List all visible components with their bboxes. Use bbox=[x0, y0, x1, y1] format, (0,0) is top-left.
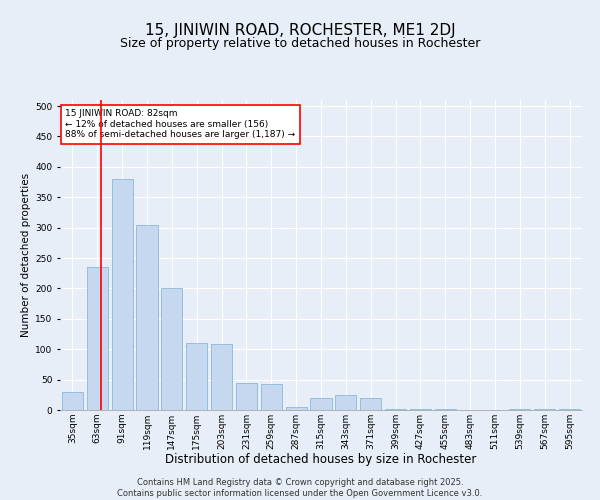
Bar bbox=[261, 384, 282, 410]
Bar bbox=[310, 398, 332, 410]
Bar bbox=[136, 224, 158, 410]
Bar bbox=[236, 382, 257, 410]
Bar bbox=[87, 267, 108, 410]
Bar bbox=[161, 288, 182, 410]
Y-axis label: Number of detached properties: Number of detached properties bbox=[21, 173, 31, 337]
Bar bbox=[385, 409, 406, 410]
Bar bbox=[360, 398, 381, 410]
Text: 15, JINIWIN ROAD, ROCHESTER, ME1 2DJ: 15, JINIWIN ROAD, ROCHESTER, ME1 2DJ bbox=[145, 22, 455, 38]
Bar bbox=[112, 179, 133, 410]
Text: Size of property relative to detached houses in Rochester: Size of property relative to detached ho… bbox=[120, 38, 480, 51]
Bar bbox=[62, 392, 83, 410]
X-axis label: Distribution of detached houses by size in Rochester: Distribution of detached houses by size … bbox=[166, 454, 476, 466]
Bar bbox=[186, 343, 207, 410]
Bar bbox=[335, 395, 356, 410]
Text: Contains HM Land Registry data © Crown copyright and database right 2025.
Contai: Contains HM Land Registry data © Crown c… bbox=[118, 478, 482, 498]
Text: 15 JINIWIN ROAD: 82sqm
← 12% of detached houses are smaller (156)
88% of semi-de: 15 JINIWIN ROAD: 82sqm ← 12% of detached… bbox=[65, 110, 295, 139]
Bar bbox=[286, 407, 307, 410]
Bar bbox=[211, 344, 232, 410]
